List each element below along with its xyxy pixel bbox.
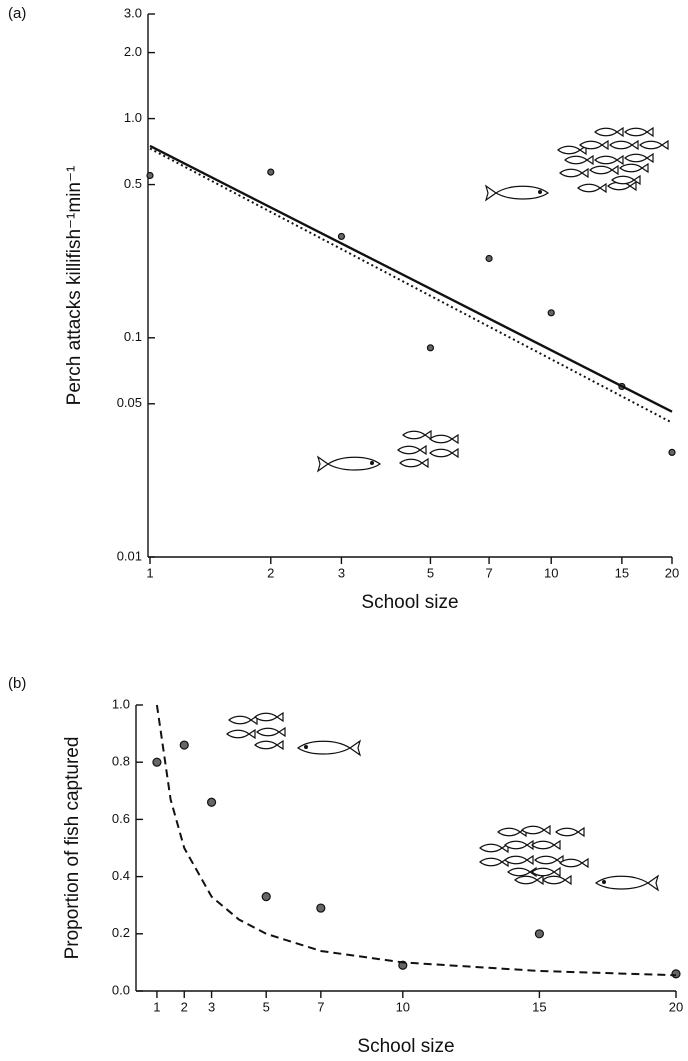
- data-point: [316, 903, 326, 913]
- y-tick-label: 1.0: [112, 696, 130, 711]
- y-tick-label: 0.6: [112, 811, 130, 826]
- x-tick-label: 20: [669, 999, 683, 1014]
- data-point: [146, 171, 154, 180]
- y-tick-label: 3.0: [124, 5, 142, 20]
- data-point: [547, 309, 555, 317]
- x-tick-label: 7: [485, 565, 492, 580]
- x-tick-label: 7: [317, 999, 324, 1014]
- fit-line: [149, 144, 673, 413]
- y-tick-label: 0.8: [112, 754, 130, 769]
- data-point: [267, 168, 275, 176]
- x-tick-label: 5: [427, 565, 434, 580]
- data-point: [534, 929, 545, 939]
- x-tick-label: 5: [263, 999, 270, 1014]
- y-tick-label: 1.0: [124, 110, 142, 125]
- x-tick-label: 15: [532, 999, 546, 1014]
- y-tick-label: 0.4: [112, 868, 130, 883]
- x-tick-label: 2: [181, 999, 188, 1014]
- x-tick-label: 2: [267, 565, 274, 580]
- data-point: [485, 254, 493, 263]
- x-tick-label: 20: [665, 565, 679, 580]
- x-tick-label: 1: [153, 999, 160, 1014]
- fit-line: [155, 704, 677, 977]
- x-tick-label: 15: [615, 565, 629, 580]
- y-tick-label: 0.0: [112, 982, 130, 997]
- y-axis-label: Proportion of fish captured: [62, 737, 83, 960]
- x-axis-label: School size: [357, 1036, 454, 1057]
- fish-icons: [226, 127, 669, 891]
- x-tick-label: 10: [544, 565, 558, 580]
- data-point: [261, 892, 271, 902]
- data-point: [152, 757, 162, 767]
- x-tick-label: 10: [396, 999, 410, 1014]
- x-tick-label: 3: [208, 999, 215, 1014]
- x-axis-label: School size: [361, 592, 458, 613]
- y-tick-label: 0.01: [117, 548, 142, 563]
- data-point: [337, 232, 346, 241]
- data-point: [206, 797, 217, 807]
- data-point: [668, 448, 676, 457]
- x-tick-label: 3: [338, 565, 345, 580]
- y-tick-label: 0.2: [112, 925, 130, 940]
- fit-line: [149, 147, 673, 424]
- panel-label: (b): [8, 675, 26, 692]
- y-axis-label: Perch attacks killifish⁻¹min⁻¹: [64, 166, 85, 406]
- y-tick-label: 0.1: [124, 329, 142, 344]
- data-point: [671, 969, 681, 979]
- data-point: [179, 740, 189, 750]
- y-tick-label: 0.05: [117, 395, 142, 410]
- panel-label: (a): [8, 5, 26, 22]
- y-tick-label: 0.5: [124, 176, 142, 191]
- data-point: [426, 344, 435, 352]
- x-tick-label: 1: [146, 565, 153, 580]
- y-tick-label: 2.0: [124, 44, 142, 59]
